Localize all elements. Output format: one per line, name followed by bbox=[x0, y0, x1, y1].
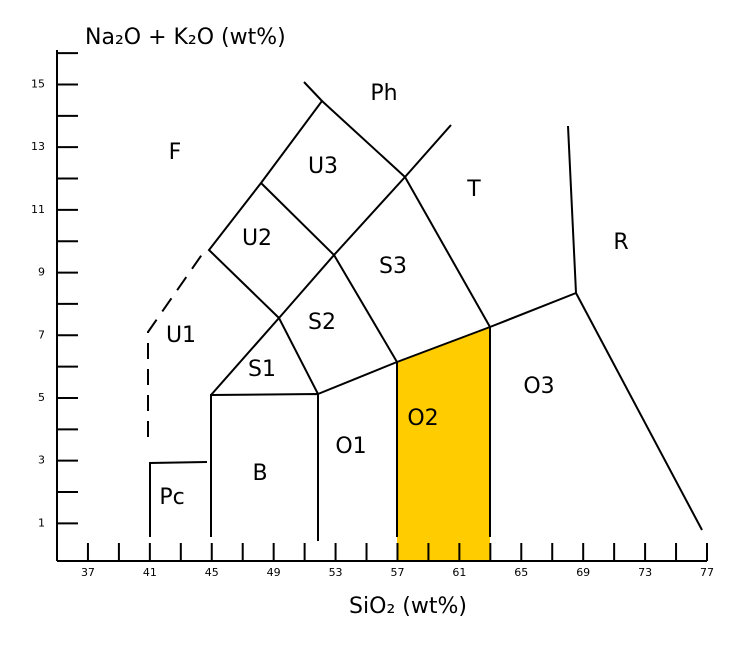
region-label: O3 bbox=[523, 374, 554, 399]
y-tick-label: 9 bbox=[38, 266, 45, 279]
x-tick-label: 41 bbox=[143, 566, 157, 579]
x-tick-label: 69 bbox=[576, 566, 590, 579]
y-axis-title: Na₂O + K₂O (wt%) bbox=[85, 25, 286, 50]
x-axis-title: SiO₂ (wt%) bbox=[349, 594, 467, 619]
x-tick-label: 49 bbox=[267, 566, 281, 579]
boundaries bbox=[147, 81, 703, 541]
region-label: S2 bbox=[308, 310, 336, 335]
region-label: U1 bbox=[166, 323, 196, 348]
x-tick-label: 37 bbox=[81, 566, 95, 579]
region-label: Ph bbox=[370, 81, 397, 106]
region-label: O2 bbox=[407, 406, 438, 431]
y-tick-label: 5 bbox=[38, 391, 45, 404]
boundary bbox=[149, 461, 208, 537]
y-tick-label: 7 bbox=[38, 328, 45, 341]
x-tick-label: 65 bbox=[514, 566, 528, 579]
y-tick-label: 15 bbox=[31, 77, 45, 90]
region-label: U2 bbox=[242, 226, 272, 251]
boundary bbox=[207, 81, 324, 319]
region-label: R bbox=[613, 230, 628, 255]
region-label: B bbox=[252, 461, 267, 486]
y-tick-label: 1 bbox=[38, 516, 45, 529]
boundary bbox=[404, 124, 452, 178]
y-tick-label: 11 bbox=[31, 203, 45, 216]
boundary bbox=[147, 252, 204, 437]
y-tick-label: 3 bbox=[38, 454, 45, 467]
region-label: U3 bbox=[308, 154, 338, 179]
boundary bbox=[333, 176, 406, 256]
x-tick-label: 45 bbox=[205, 566, 219, 579]
x-tick-label: 77 bbox=[700, 566, 714, 579]
region-label: O1 bbox=[335, 434, 366, 459]
region-label: Pc bbox=[159, 485, 184, 510]
region-label: F bbox=[169, 140, 182, 165]
boundary bbox=[575, 292, 703, 531]
highlight-region bbox=[397, 327, 490, 561]
boundary bbox=[321, 100, 491, 537]
x-tick-label: 73 bbox=[638, 566, 652, 579]
x-tick-label: 53 bbox=[329, 566, 343, 579]
region-label: T bbox=[466, 177, 481, 202]
boundary bbox=[333, 254, 398, 537]
x-tick-label: 57 bbox=[390, 566, 404, 579]
boundary bbox=[210, 392, 319, 541]
y-tick-label: 13 bbox=[31, 140, 45, 153]
region-label: S3 bbox=[379, 254, 407, 279]
x-tick-label: 61 bbox=[452, 566, 466, 579]
region-label: S1 bbox=[248, 357, 276, 382]
